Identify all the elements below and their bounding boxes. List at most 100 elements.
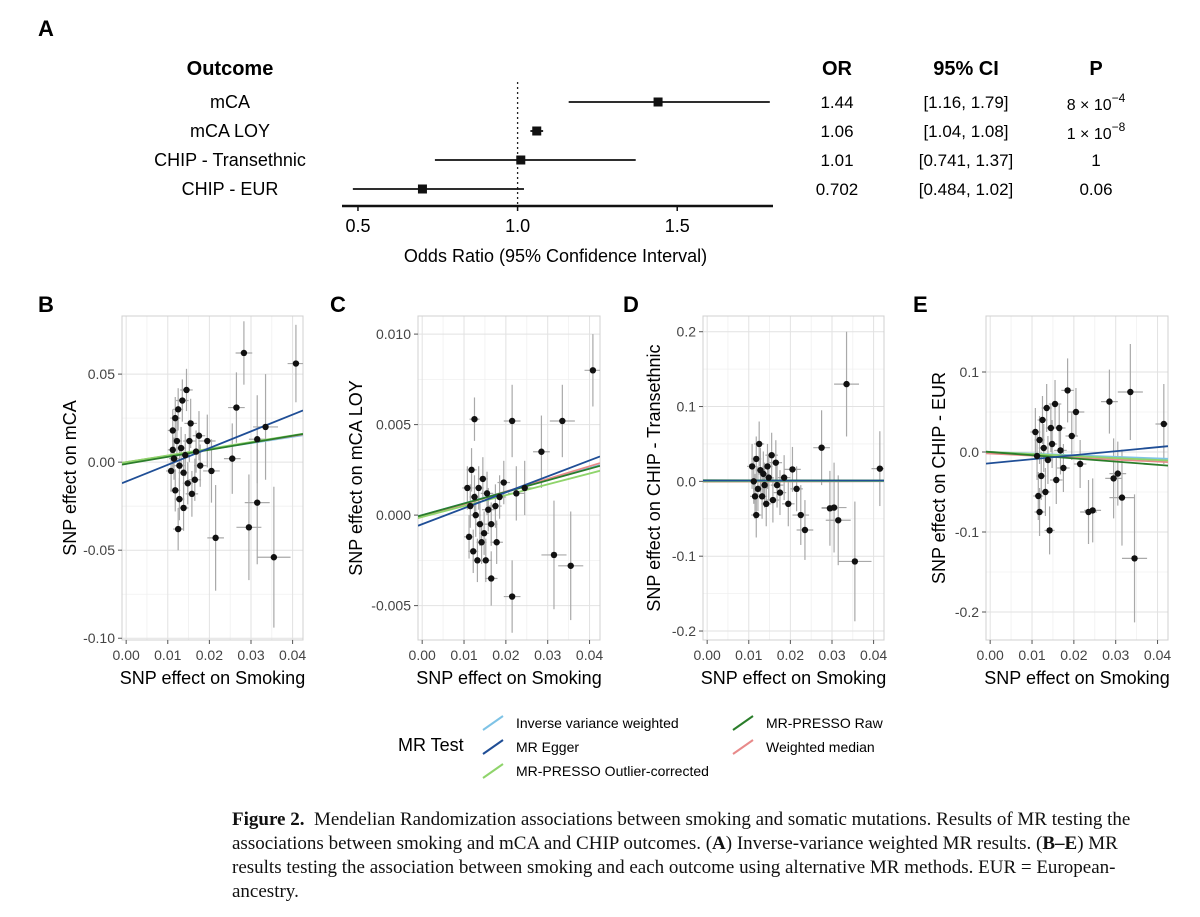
data-point	[780, 474, 788, 481]
data-point	[478, 539, 485, 546]
plot-area	[418, 334, 600, 633]
data-point	[479, 475, 487, 483]
mr-line	[986, 450, 1168, 467]
data-point	[538, 448, 545, 455]
data-point	[1160, 420, 1168, 428]
data-point	[183, 386, 190, 394]
data-point	[233, 404, 240, 411]
scatter-panel-e: E 0.00 0.01 0.02 0.03 0.04 -0.2 -0.1 0.0 0.1 SNP e…	[913, 292, 1171, 688]
legend-swatch	[482, 763, 504, 779]
data-point	[1047, 424, 1055, 432]
panel-label-d: D	[623, 292, 639, 317]
legend-item-label: Inverse variance weighted	[516, 715, 679, 731]
data-point	[508, 593, 516, 600]
legend-item-label: MR Egger	[516, 739, 579, 755]
forest-ci-value: [0.484, 1.02]	[919, 180, 1014, 199]
mr-line	[122, 409, 303, 485]
data-point	[500, 479, 507, 486]
legend-swatch	[482, 715, 504, 731]
data-point	[764, 463, 771, 470]
data-point	[789, 466, 796, 473]
data-point	[169, 446, 176, 454]
panel-label-c: C	[330, 292, 346, 317]
forest-or-marker	[532, 126, 542, 136]
x-tick-label: 0.03	[534, 647, 561, 663]
plot-area	[122, 321, 303, 628]
data-point	[176, 462, 183, 469]
mr-line	[122, 433, 303, 466]
y-tick-label: 0.0	[677, 473, 697, 489]
x-tick-label: 0.01	[450, 647, 477, 663]
data-point	[1048, 440, 1056, 448]
data-point	[1118, 494, 1126, 501]
y-tick-label: 0.05	[88, 366, 115, 382]
x-axis-title: SNP effect on Smoking	[120, 668, 305, 688]
data-point	[757, 466, 764, 474]
data-point	[180, 469, 187, 476]
x-tick-label: 0.02	[492, 647, 519, 663]
data-point	[513, 490, 520, 497]
data-point	[1131, 555, 1138, 562]
data-point	[465, 533, 473, 541]
x-tick-label: 0.03	[1102, 647, 1129, 663]
panel-label-b: B	[38, 292, 54, 317]
data-point	[254, 436, 261, 443]
y-axis-title: SNP effect on CHIP - Transethnic	[644, 344, 664, 611]
data-point	[1060, 464, 1067, 472]
x-tick-label: 0.02	[196, 647, 223, 663]
x-axis-title: SNP effect on Smoking	[416, 668, 601, 688]
y-tick-label: -0.10	[83, 630, 115, 646]
data-point	[474, 557, 481, 564]
data-point	[176, 495, 183, 503]
data-point	[229, 455, 236, 462]
data-point	[835, 517, 842, 524]
forest-p-value: 1	[1091, 151, 1100, 170]
data-point	[1033, 452, 1041, 460]
y-tick-label: 0.00	[88, 454, 115, 470]
forest-p-value: 1 × 10−8	[1067, 120, 1126, 143]
data-point	[1040, 444, 1047, 452]
data-point	[492, 502, 499, 510]
data-point	[1064, 387, 1071, 394]
forest-outcome-label: mCA	[210, 92, 250, 112]
data-point	[482, 557, 489, 564]
data-point	[589, 367, 597, 374]
data-point	[169, 427, 176, 434]
data-point	[750, 478, 757, 485]
data-point	[177, 444, 185, 452]
data-point	[1110, 475, 1117, 482]
mr-line	[986, 445, 1168, 465]
x-tick-label: 0.01	[154, 647, 181, 663]
legend-swatch	[482, 739, 504, 755]
mr-test-legend: MR Test Inverse variance weighted MR Egger…	[398, 715, 884, 779]
panel-label-a: A	[38, 16, 54, 41]
x-axis-title: SNP effect on Smoking	[701, 668, 886, 688]
forest-header-p: P	[1089, 58, 1102, 80]
y-tick-label: -0.05	[83, 542, 115, 558]
data-point	[464, 484, 471, 492]
caption-figure-label: Figure 2.	[232, 809, 305, 830]
y-tick-label: 0.0	[960, 444, 980, 460]
forest-outcome-label: CHIP - EUR	[182, 179, 279, 199]
data-point	[270, 554, 278, 561]
data-point	[1089, 507, 1096, 514]
data-point	[1035, 492, 1042, 500]
data-point	[476, 520, 484, 528]
mr-line	[418, 469, 600, 519]
forest-outcome-label: mCA LOY	[190, 121, 270, 141]
forest-x-tick-label: 0.5	[345, 216, 370, 236]
data-point	[488, 575, 495, 582]
plot-border	[417, 315, 601, 641]
data-point	[174, 406, 182, 413]
data-point	[765, 474, 772, 481]
scatter-panel-c: C 0.00 0.01 0.02 0.03 0.04 -0.005 0.000 0.005 0.0…	[330, 292, 603, 688]
data-point	[751, 493, 759, 500]
y-tick-label: -0.2	[955, 604, 979, 620]
data-point	[187, 420, 194, 427]
data-point	[755, 440, 763, 448]
data-point	[758, 493, 766, 500]
data-point	[559, 417, 566, 425]
data-point	[1038, 472, 1045, 480]
data-point	[470, 548, 477, 555]
